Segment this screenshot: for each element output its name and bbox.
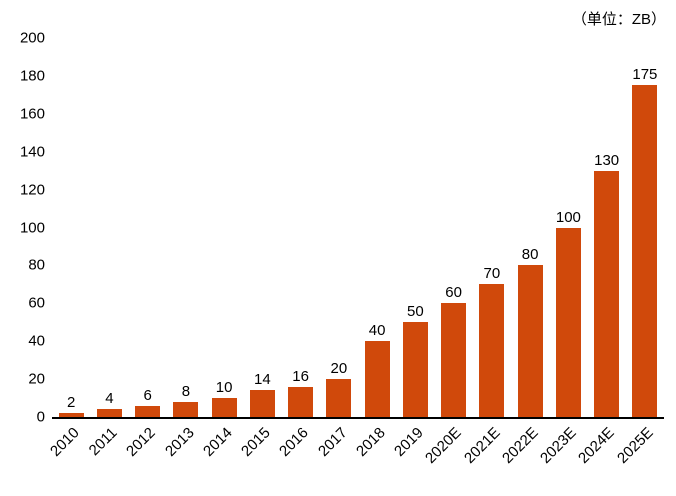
y-axis: 0 20 40 60 80 100 120 140 160 180 200: [0, 31, 45, 425]
bar-value-label: 40: [368, 322, 386, 340]
bar: [326, 379, 352, 417]
bar-value-label: 10: [215, 379, 233, 397]
y-tick-label: 160: [19, 105, 45, 123]
y-tick-label: 60: [28, 294, 45, 312]
bar-value-label: 80: [521, 246, 539, 264]
x-tick-label: 2012: [123, 424, 159, 460]
bar-slot: 40 2018: [353, 38, 396, 460]
bar-slot: 6 2012: [123, 38, 167, 460]
bar-value-label: 130: [594, 151, 620, 169]
y-tick-label: 0: [36, 408, 45, 426]
bar: [364, 341, 390, 417]
x-tick-label: 2014: [199, 424, 236, 460]
bar: [96, 409, 122, 417]
bar-slot: 50 2019: [391, 38, 434, 460]
x-tick-label: 2013: [161, 424, 198, 460]
y-tick-label: 180: [19, 67, 45, 85]
plot-area: 2 2010 4 2011 6 2012 8 2013 10 2014 14 2015 16 2016 20…: [47, 38, 664, 467]
bar-value-label: 70: [483, 265, 501, 283]
bar: [58, 413, 84, 417]
bar-slot: 100 2023E: [537, 38, 587, 467]
x-tick-label: 2024E: [575, 424, 618, 467]
x-tick-label: 2017: [314, 424, 351, 460]
x-tick-label: 2011: [85, 424, 121, 460]
bar-slot: 4 2011: [86, 38, 128, 459]
bar: [479, 284, 505, 417]
bar-slot: 80 2022E: [499, 38, 549, 467]
bar-value-label: 20: [330, 360, 348, 378]
bar-slot: 8 2013: [162, 38, 205, 460]
bar-slot: 2 2010: [47, 38, 90, 460]
x-tick-label: 2021E: [460, 424, 504, 467]
x-tick-label: 2016: [276, 424, 312, 460]
bar-value-label: 60: [445, 284, 462, 302]
bar-slot: 10 2014: [200, 38, 243, 460]
bar-value-label: 14: [254, 371, 271, 389]
bar-value-label: 2: [66, 394, 76, 412]
y-tick-label: 20: [28, 370, 45, 388]
bar: [211, 398, 237, 417]
y-tick-label: 40: [28, 332, 45, 350]
x-tick-label: 2020E: [422, 424, 465, 467]
x-tick-label: 2022E: [498, 424, 542, 467]
y-tick-label: 120: [19, 181, 45, 199]
bar-value-label: 175: [632, 66, 658, 84]
x-tick-label: 2015: [238, 424, 274, 460]
bar-slot: 20 2017: [315, 38, 358, 460]
bar-slot: 60 2020E: [422, 38, 473, 467]
bar-value-label: 4: [105, 390, 114, 408]
bar: [173, 401, 199, 417]
bar-value-label: 100: [555, 208, 581, 226]
bar: [249, 390, 275, 417]
bar: [402, 322, 428, 417]
x-tick-label: 2019: [391, 424, 427, 460]
y-tick-label: 200: [19, 29, 45, 47]
bar-slot: 130 2024E: [575, 38, 626, 467]
bar-value-label: 6: [143, 386, 152, 404]
x-tick-label: 2023E: [536, 424, 580, 467]
bar: [288, 386, 314, 417]
bar: [632, 85, 658, 417]
bar-value-label: 16: [292, 367, 309, 385]
bar-value-label: 50: [407, 303, 424, 321]
bar: [441, 303, 467, 417]
bar: [517, 265, 543, 417]
bar-slot: 70 2021E: [460, 38, 511, 467]
y-tick-label: 80: [28, 256, 45, 274]
bar-value-label: 8: [181, 382, 191, 400]
bar: [594, 170, 620, 417]
bar: [135, 405, 161, 417]
bar-slot: 16 2016: [276, 38, 320, 460]
bar-slot: 175 2025E: [613, 38, 664, 467]
bar-slot: 14 2015: [238, 38, 281, 460]
x-tick-label: 2018: [352, 424, 389, 460]
bar: [555, 227, 581, 417]
x-tick-label: 2010: [46, 424, 83, 460]
x-tick-label: 2025E: [613, 424, 657, 467]
y-tick-label: 100: [19, 219, 45, 236]
y-tick-label: 140: [19, 143, 45, 161]
unit-label: （单位：ZB）: [571, 11, 666, 28]
